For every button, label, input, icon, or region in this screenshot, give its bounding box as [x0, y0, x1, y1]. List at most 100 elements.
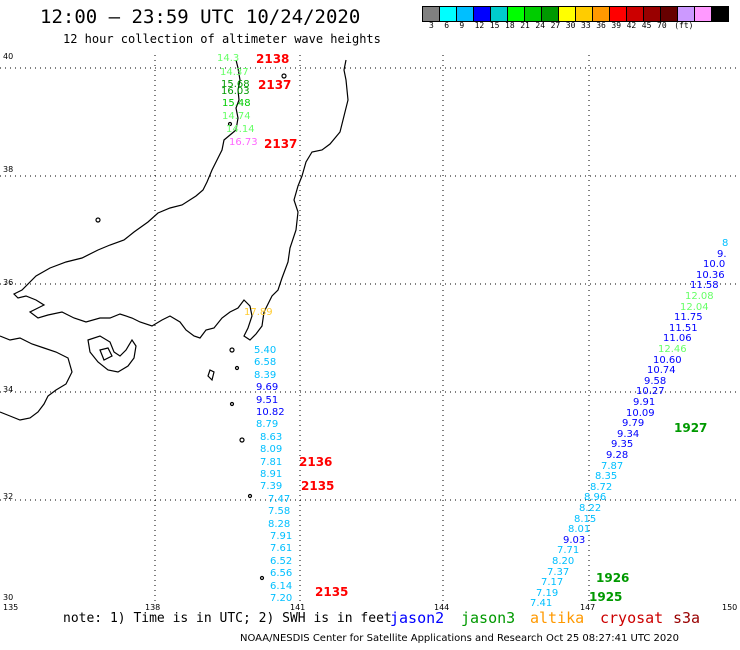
wave-height-value: 8.20: [552, 556, 575, 567]
legend-label: 6: [444, 21, 450, 30]
wave-height-value: 14.3: [217, 53, 240, 64]
wave-height-value: 17.89: [244, 307, 273, 318]
satellite-label: cryosat: [600, 609, 664, 627]
wave-height-value: 9.79: [622, 418, 645, 430]
latitude-label: 40: [3, 52, 14, 61]
wave-height-value: 12.04: [680, 301, 709, 313]
wave-height-value: 10.60: [653, 354, 682, 366]
wave-height-value: 8.63: [260, 431, 283, 443]
wave-height-value: 8.79: [256, 419, 279, 431]
wave-height-value: 6.58: [254, 357, 277, 369]
wave-height-value: 14.74: [222, 111, 251, 122]
wave-height-value: 11.51: [669, 322, 698, 334]
island: [234, 365, 240, 371]
wave-height-value: 8.91: [260, 469, 283, 480]
wave-height-value: 9.35: [611, 439, 634, 451]
wave-height-value: 7.37: [547, 566, 570, 578]
latitude-label: 36: [3, 278, 14, 287]
wave-height-value: 9.03: [563, 534, 586, 546]
legend-label: 33: [581, 21, 591, 30]
pass-time-label: 2136: [299, 455, 333, 469]
wave-height-value: 11.75: [674, 312, 703, 324]
island: [227, 121, 233, 127]
wave-height-value: 5.40: [254, 345, 277, 356]
pass-time-label: 2135: [301, 479, 335, 493]
wave-height-value: 8.15: [574, 513, 597, 525]
island: [229, 347, 235, 353]
wave-height-value: 9.69: [256, 382, 279, 394]
latitude-label: 38: [3, 165, 14, 174]
wave-height-value: 6.56: [270, 568, 293, 580]
legend-label: 21: [520, 21, 530, 30]
legend-label: 24: [535, 21, 546, 30]
legend-label: 45: [641, 21, 652, 30]
legend-label: 12: [474, 21, 485, 30]
latitude-label: 34: [3, 385, 14, 394]
latitude-label: 32: [3, 492, 14, 501]
wave-height-value: 11.58: [690, 280, 719, 292]
legend-label: 18: [505, 21, 515, 30]
wave-height-value: 10.82: [256, 407, 285, 418]
color-legend: [422, 6, 729, 22]
legend-label: 15: [489, 21, 500, 30]
pass-time-label: 2137: [264, 137, 298, 151]
legend-label: 3: [429, 21, 434, 30]
legend-label: 30: [565, 21, 576, 30]
island: [99, 347, 113, 361]
wave-height-value: 7.17: [541, 577, 564, 589]
wave-height-value: 7.20: [270, 593, 293, 604]
page-subtitle: 12 hour collection of altimeter wave hei…: [63, 32, 381, 46]
island: [247, 493, 253, 499]
wave-height-value: 14.14: [226, 124, 255, 135]
wave-height-value: 16.73: [229, 137, 258, 148]
wave-height-value: 7.41: [530, 598, 553, 610]
legend-label: (ft): [674, 21, 694, 30]
coastline: [0, 59, 349, 581]
island: [229, 401, 235, 407]
wave-height-value: 8.01: [568, 524, 591, 536]
longitude-label: 144: [434, 603, 450, 612]
island: [259, 575, 265, 581]
island: [95, 217, 101, 223]
wave-height-value: 12.46: [658, 344, 687, 355]
legend-label: 9: [459, 21, 465, 30]
wave-height-value: 16.03: [221, 86, 250, 97]
wave-height-value: 10.0: [703, 259, 726, 271]
satellite-label: jason2: [390, 609, 445, 627]
satellite-label: altika: [530, 609, 585, 627]
longitude-label: 141: [290, 603, 306, 612]
latitude-label: 30: [3, 593, 14, 602]
wave-height-value: 6.14: [270, 580, 293, 592]
wave-height-value: 9.28: [606, 450, 629, 461]
island: [207, 369, 215, 382]
pass-time-label: 2137: [258, 78, 292, 92]
page-title: 12:00 – 23:59 UTC 10/24/2020: [40, 6, 361, 28]
satellite-label: s3a: [673, 609, 701, 627]
wave-height-value: 8.35: [595, 471, 618, 483]
footnote: note: 1) Time is in UTC; 2) SWH is in fe…: [63, 611, 392, 626]
graticule: [0, 55, 740, 605]
longitude-label: 147: [580, 603, 596, 612]
island: [281, 73, 287, 79]
pass-time-label: 1927: [674, 421, 708, 435]
pass-time-label: 2138: [256, 52, 290, 66]
wave-height-value: 7.91: [270, 531, 293, 542]
wave-height-value: 7.19: [536, 587, 559, 599]
wave-height-value: 9.51: [256, 394, 279, 406]
satellite-label: jason3: [461, 609, 516, 627]
wave-height-value: 8.28: [268, 518, 291, 530]
pass-time-label: 1925: [589, 590, 623, 604]
wave-height-value: 8.22: [579, 503, 602, 514]
wave-height-value: 7.87: [601, 460, 624, 472]
pass-time-label: 2135: [315, 585, 349, 599]
wave-height-value: 10.74: [647, 365, 676, 377]
legend-label: 39: [611, 21, 622, 30]
credit-line: NOAA/NESDIS Center for Satellite Applica…: [240, 633, 679, 644]
legend-label: 70: [657, 21, 667, 30]
kii-coast: [87, 335, 137, 373]
wave-height-value: 14.37: [220, 67, 249, 78]
wave-height-value: 7.81: [260, 456, 283, 468]
wave-height-value: 9.58: [644, 375, 667, 387]
longitude-label: 150: [722, 603, 738, 612]
